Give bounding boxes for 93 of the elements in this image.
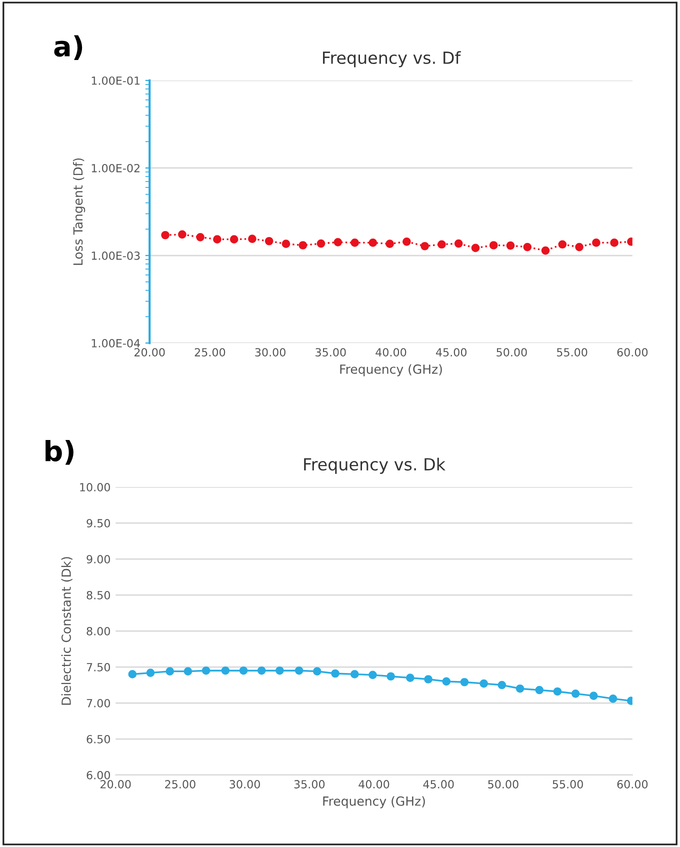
x-tick-label: 35.00 <box>316 348 346 356</box>
y-tick-label: 8.00 <box>86 626 110 636</box>
point <box>489 241 498 250</box>
point <box>420 242 429 250</box>
x-tick-label: 25.00 <box>165 780 196 788</box>
point <box>196 233 204 242</box>
point <box>558 240 567 249</box>
y-tick-label: 6.50 <box>86 734 110 744</box>
point <box>571 689 580 698</box>
point <box>264 236 274 246</box>
x-tick-label: 30.00 <box>230 780 260 788</box>
point <box>402 237 411 246</box>
point <box>350 670 359 678</box>
y-tick-label: 9.00 <box>86 554 110 564</box>
point <box>294 666 304 675</box>
x-tick-label: 20.00 <box>134 348 165 356</box>
point <box>312 667 322 676</box>
point <box>506 241 515 250</box>
point <box>257 666 266 675</box>
point <box>442 677 451 686</box>
x-tick-label: 40.00 <box>358 780 390 788</box>
point <box>146 668 155 677</box>
point <box>239 666 248 675</box>
x-tick-label: 40.00 <box>376 348 406 356</box>
x-axis-title: Frequency (GHz) <box>340 364 442 376</box>
y-tick-label: 1.00E-04 <box>92 339 140 348</box>
point <box>282 240 290 248</box>
x-tick-label: 25.00 <box>194 348 226 356</box>
y-tick-label: 1.00E-02 <box>92 164 140 172</box>
x-tick-label: 50.00 <box>496 348 527 356</box>
point <box>575 242 584 252</box>
y-tick-label: 10.00 <box>80 483 110 492</box>
point <box>386 672 395 681</box>
x-tick-label: 50.00 <box>488 780 518 788</box>
point <box>541 246 550 255</box>
point <box>298 241 308 250</box>
point <box>592 238 600 247</box>
point <box>334 238 342 246</box>
x-tick-label: 55.00 <box>557 348 588 356</box>
y-axis-title: Loss Tangent (Df) <box>73 158 86 265</box>
point <box>553 687 562 696</box>
chart-title: Frequency vs. Df <box>323 51 461 68</box>
point <box>386 240 394 248</box>
point <box>368 238 378 247</box>
y-tick-label: 1.00E-01 <box>92 76 140 85</box>
x-tick-label: 45.00 <box>423 780 454 788</box>
y-tick-label: 8.50 <box>86 590 110 600</box>
point <box>178 230 186 239</box>
y-tick-label: 1.00E-03 <box>92 251 140 260</box>
y-axis-title: Dielectric Constant (Dk) <box>61 557 72 705</box>
point <box>202 666 210 675</box>
y-tick-label: 6.00 <box>86 770 110 780</box>
y-tick-label: 7.00 <box>86 698 110 708</box>
x-tick-label: 45.00 <box>436 348 467 356</box>
point <box>316 239 326 248</box>
y-tick-label: 9.50 <box>86 518 110 528</box>
x-axis-title: Frequency (GHz) <box>323 796 425 808</box>
x-tick-label: 20.00 <box>100 780 131 788</box>
text: a) <box>54 35 82 60</box>
point <box>128 670 137 678</box>
point <box>276 666 284 675</box>
y-tick-label: 7.50 <box>86 662 110 672</box>
point <box>454 239 463 248</box>
point <box>184 667 192 676</box>
point <box>368 670 377 680</box>
x-tick-label: 55.00 <box>552 780 583 788</box>
point <box>610 238 618 247</box>
x-tick-label: 35.00 <box>294 780 325 788</box>
point <box>608 694 618 703</box>
point <box>480 679 488 688</box>
point <box>221 666 230 675</box>
point <box>535 686 544 694</box>
point <box>516 684 524 693</box>
point <box>406 674 414 682</box>
point <box>230 235 238 244</box>
point <box>166 667 174 676</box>
point <box>350 238 359 247</box>
chart-title: Frequency vs. Dk <box>304 458 446 474</box>
x-tick-label: 60.00 <box>617 348 648 356</box>
point <box>471 244 480 252</box>
point <box>213 235 222 244</box>
point <box>460 678 469 686</box>
point <box>331 669 340 678</box>
text: b) <box>46 440 74 465</box>
point <box>424 675 432 684</box>
point <box>523 242 532 252</box>
point <box>438 240 446 249</box>
x-tick-label: 30.00 <box>255 348 286 356</box>
point <box>498 680 506 690</box>
point <box>161 230 170 240</box>
point <box>589 692 598 700</box>
point <box>248 234 256 244</box>
x-tick-label: 60.00 <box>617 780 648 788</box>
